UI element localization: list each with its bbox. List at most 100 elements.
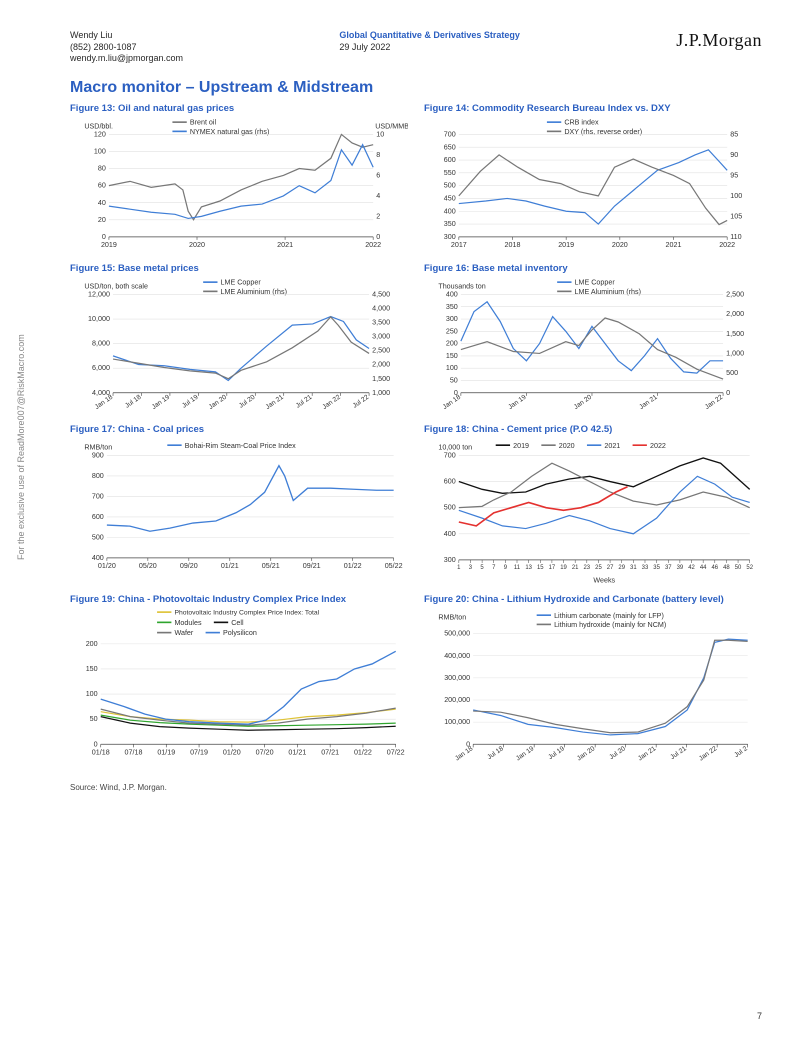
svg-text:250: 250	[446, 328, 458, 336]
svg-text:2020: 2020	[189, 241, 205, 249]
svg-text:RMB/ton: RMB/ton	[84, 443, 112, 451]
svg-text:05/20: 05/20	[139, 562, 157, 570]
fig20-chart: RMB/tonLithium carbonate (mainly for LFP…	[424, 607, 762, 771]
svg-text:29: 29	[618, 565, 625, 571]
fig15-title: Figure 15: Base metal prices	[70, 263, 408, 274]
svg-text:600: 600	[444, 477, 456, 485]
fig16-title: Figure 16: Base metal inventory	[424, 263, 762, 274]
svg-text:01/18: 01/18	[92, 749, 110, 757]
svg-text:60: 60	[98, 182, 106, 190]
svg-text:Jan 21: Jan 21	[638, 394, 659, 411]
svg-text:12,000: 12,000	[88, 291, 110, 299]
svg-text:8,000: 8,000	[92, 340, 110, 348]
svg-text:Thousands ton: Thousands ton	[438, 283, 485, 291]
fig17-cell: Figure 17: China - Coal prices RMB/tonBo…	[70, 424, 408, 591]
svg-text:200: 200	[446, 340, 458, 348]
svg-text:05/21: 05/21	[262, 562, 280, 570]
svg-text:35: 35	[653, 565, 660, 571]
svg-text:Jan 20: Jan 20	[573, 394, 594, 411]
fig13-chart: USD/bbl.USD/MMBtuBrent oilNYMEX natural …	[70, 116, 408, 259]
svg-text:1,500: 1,500	[372, 375, 390, 383]
svg-text:3,000: 3,000	[372, 333, 390, 341]
svg-text:Bohai-Rim Steam-Coal Price Ind: Bohai-Rim Steam-Coal Price Index	[185, 442, 296, 450]
svg-text:450: 450	[444, 195, 456, 203]
svg-text:Jan 22: Jan 22	[704, 394, 725, 411]
watermark-sidetext: For the exclusive use of ReadMore007@Ris…	[16, 334, 26, 560]
svg-text:100,000: 100,000	[444, 719, 470, 727]
fig19-title: Figure 19: China - Photovoltaic Industry…	[70, 594, 408, 605]
svg-text:10,000: 10,000	[88, 316, 110, 324]
svg-text:Photovoltaic Industry Complex: Photovoltaic Industry Complex Price Inde…	[174, 610, 319, 617]
svg-text:500,000: 500,000	[444, 630, 470, 638]
svg-text:Wafer: Wafer	[174, 630, 193, 638]
svg-text:600: 600	[444, 156, 456, 164]
svg-text:01/22: 01/22	[354, 749, 372, 757]
fig16-cell: Figure 16: Base metal inventory Thousand…	[424, 263, 762, 419]
svg-text:500: 500	[444, 504, 456, 512]
svg-text:Jul 19: Jul 19	[181, 394, 200, 410]
svg-text:650: 650	[444, 143, 456, 151]
svg-text:Jan 21: Jan 21	[637, 746, 658, 763]
svg-text:23: 23	[584, 565, 591, 571]
svg-text:CRB index: CRB index	[564, 119, 599, 127]
fig19-cell: Figure 19: China - Photovoltaic Industry…	[70, 594, 408, 771]
svg-text:700: 700	[444, 451, 456, 459]
svg-text:27: 27	[607, 565, 614, 571]
svg-text:400: 400	[92, 554, 104, 562]
report-title: Global Quantitative & Derivatives Strate…	[339, 30, 520, 42]
svg-text:150: 150	[446, 352, 458, 360]
svg-text:05/22: 05/22	[385, 562, 403, 570]
svg-text:100: 100	[94, 148, 106, 156]
svg-text:200,000: 200,000	[444, 697, 470, 705]
svg-text:9: 9	[504, 565, 508, 571]
svg-text:2019: 2019	[513, 442, 529, 450]
fig14-title: Figure 14: Commodity Research Bureau Ind…	[424, 103, 762, 114]
svg-text:01/19: 01/19	[157, 749, 175, 757]
svg-text:Jul 18: Jul 18	[124, 394, 143, 410]
svg-text:2021: 2021	[666, 241, 682, 249]
svg-text:07/20: 07/20	[256, 749, 274, 757]
page-number: 7	[757, 1011, 762, 1021]
svg-text:0: 0	[102, 233, 106, 241]
svg-text:Jan 20: Jan 20	[576, 746, 597, 763]
fig13-cell: Figure 13: Oil and natural gas prices US…	[70, 103, 408, 259]
svg-text:2019: 2019	[558, 241, 574, 249]
section-title: Macro monitor – Upstream & Midstream	[70, 79, 762, 97]
svg-text:300: 300	[446, 316, 458, 324]
fig14-cell: Figure 14: Commodity Research Bureau Ind…	[424, 103, 762, 259]
svg-text:50: 50	[450, 377, 458, 385]
svg-text:400,000: 400,000	[444, 652, 470, 660]
svg-text:RMB/ton: RMB/ton	[438, 614, 466, 622]
svg-text:LME Copper: LME Copper	[575, 279, 616, 287]
fig14-chart: CRB indexDXY (rhs, reverse order)3003504…	[424, 116, 762, 259]
svg-text:4,000: 4,000	[372, 305, 390, 313]
svg-text:0: 0	[376, 233, 380, 241]
svg-text:52: 52	[746, 565, 753, 571]
svg-text:Jan 22: Jan 22	[698, 746, 719, 763]
svg-text:1,500: 1,500	[726, 330, 744, 338]
svg-text:4,500: 4,500	[372, 291, 390, 299]
svg-text:Polysilicon: Polysilicon	[223, 630, 257, 638]
fig18-chart: 10,000 ton201920202021202230040050060070…	[424, 437, 762, 591]
svg-text:500: 500	[444, 182, 456, 190]
svg-text:150: 150	[86, 665, 98, 673]
svg-text:01/21: 01/21	[288, 749, 306, 757]
svg-text:44: 44	[700, 565, 707, 571]
svg-text:8: 8	[376, 151, 380, 159]
svg-text:10: 10	[376, 131, 384, 139]
svg-text:2,000: 2,000	[372, 361, 390, 369]
svg-text:Jan 19: Jan 19	[151, 394, 172, 411]
svg-text:Jul 21: Jul 21	[295, 394, 314, 410]
svg-text:2018: 2018	[505, 241, 521, 249]
svg-text:07/22: 07/22	[387, 749, 405, 757]
svg-text:11: 11	[514, 565, 521, 571]
svg-text:0: 0	[94, 741, 98, 749]
svg-text:20: 20	[98, 216, 106, 224]
fig18-title: Figure 18: China - Cement price (P.O 42.…	[424, 424, 762, 435]
svg-text:2017: 2017	[451, 241, 467, 249]
page-header: Wendy Liu (852) 2800-1087 wendy.m.liu@jp…	[70, 30, 762, 65]
svg-text:Jul 21: Jul 21	[669, 746, 688, 762]
svg-text:2,500: 2,500	[726, 291, 744, 299]
svg-text:LME Copper: LME Copper	[221, 279, 262, 287]
report-meta: Global Quantitative & Derivatives Strate…	[339, 30, 520, 53]
